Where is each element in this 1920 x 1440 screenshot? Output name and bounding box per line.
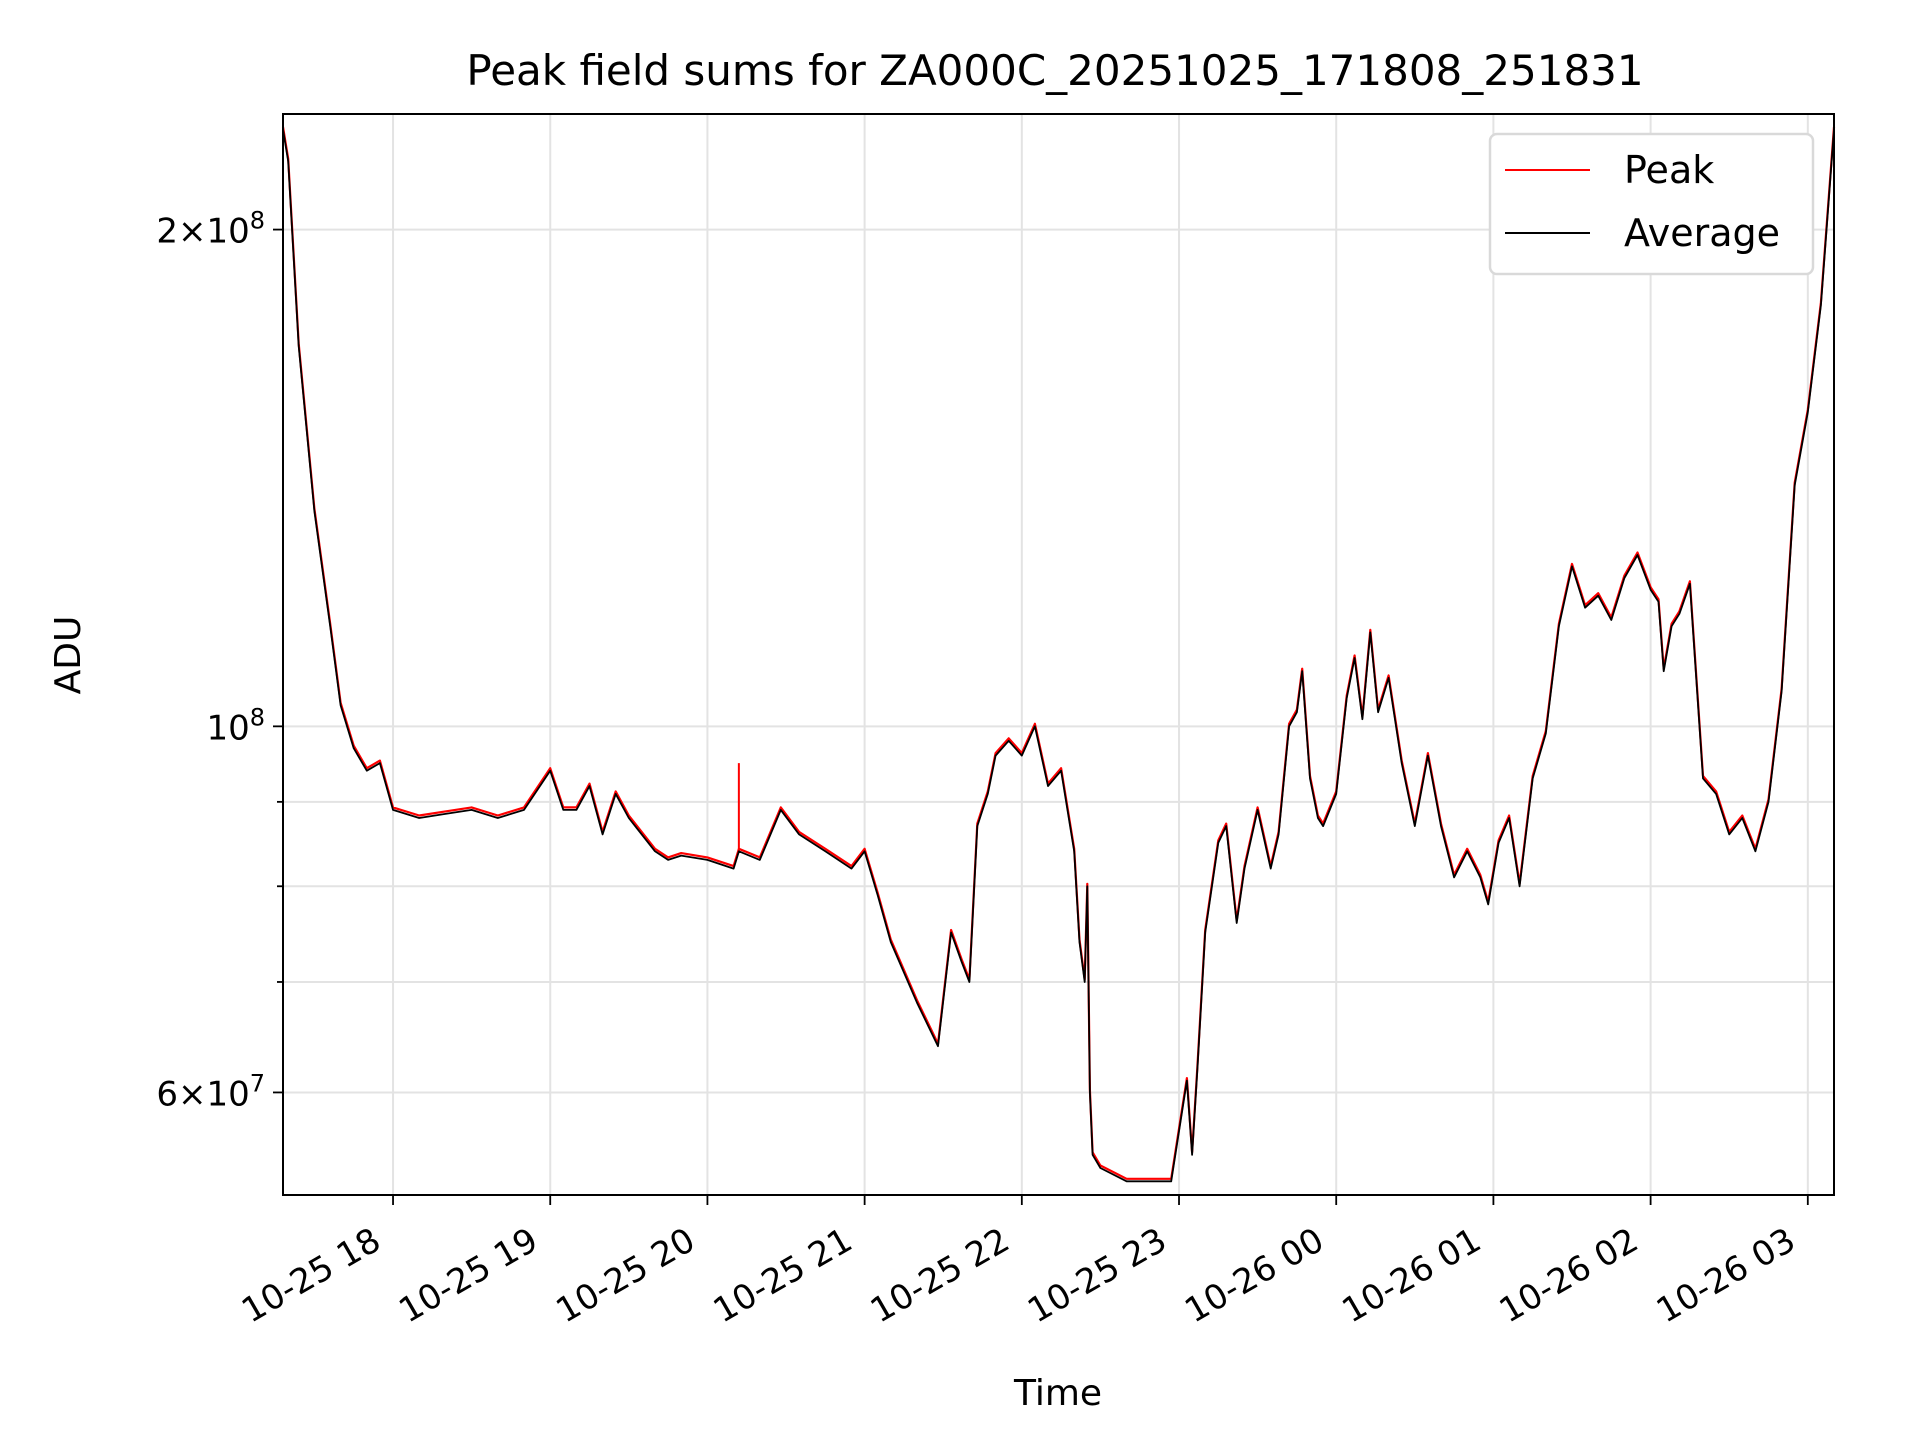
x-tick-label: 10-26 00 — [1178, 1220, 1330, 1331]
x-tick-label: 10-25 19 — [392, 1220, 544, 1331]
y-axis-label: ADU — [48, 616, 89, 695]
grid — [283, 114, 1834, 1195]
legend: Peak Average — [1488, 132, 1815, 276]
x-tick-label: 10-26 01 — [1336, 1220, 1488, 1331]
series-area — [281, 126, 1836, 1183]
x-tick-label: 10-25 18 — [235, 1220, 387, 1331]
x-axis-label: Time — [1013, 1373, 1102, 1414]
x-tick-label: 10-25 20 — [550, 1220, 702, 1331]
series-line-peak — [281, 126, 1836, 1180]
y-tick-label: 2×108 — [156, 207, 265, 252]
y-tick-label: 6×107 — [156, 1069, 265, 1114]
y-tick-label: 108 — [206, 703, 265, 748]
chart-title: Peak field sums for ZA000C_20251025_1718… — [466, 46, 1643, 95]
x-tick-label: 10-25 23 — [1021, 1220, 1173, 1331]
plot-frame — [282, 113, 1835, 1196]
x-axis-ticks: 10-25 18 10-25 19 10-25 20 10-25 21 10-25 22… — [235, 1195, 1809, 1331]
x-tick-label: 10-26 03 — [1650, 1220, 1802, 1331]
x-tick-label: 10-26 02 — [1493, 1220, 1645, 1331]
x-tick-label: 10-25 21 — [707, 1220, 859, 1331]
legend-peak-label: Peak — [1624, 148, 1714, 192]
legend-average-label: Average — [1624, 211, 1780, 255]
y-axis-ticks: 6×107 108 2×108 — [156, 207, 283, 1114]
x-tick-label: 10-25 22 — [864, 1220, 1016, 1331]
series-line-average — [282, 129, 1835, 1183]
